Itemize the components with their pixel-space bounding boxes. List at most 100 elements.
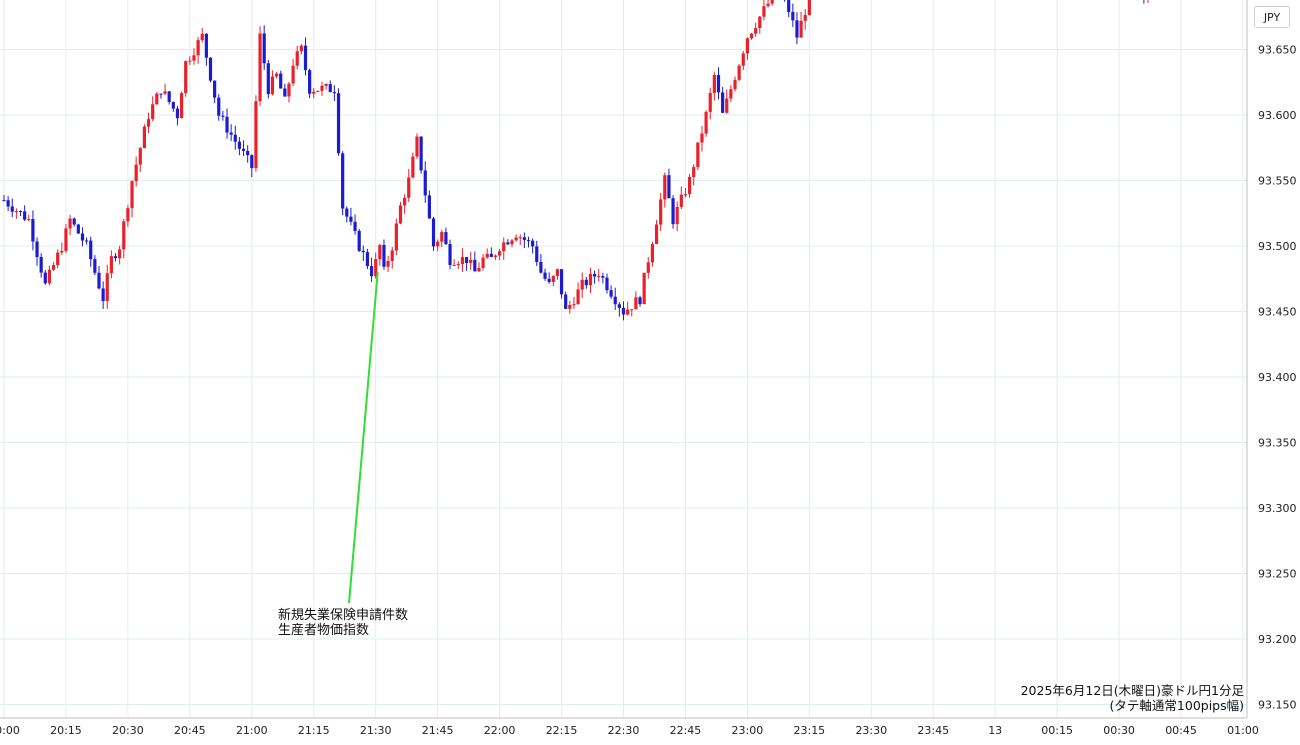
candle-body-down <box>39 257 43 273</box>
candle-body-down <box>605 277 609 291</box>
candle-body-down <box>609 290 613 297</box>
candle-body-down <box>617 304 621 308</box>
candle-body-up <box>270 76 275 95</box>
candle-body-down <box>233 134 237 142</box>
candle-body-up <box>708 92 712 112</box>
candle-body-down <box>35 241 39 258</box>
candle-body-down <box>241 148 246 151</box>
candle-body-up <box>469 259 473 264</box>
candle-body-down <box>225 116 229 133</box>
candle-body-up <box>295 51 299 66</box>
candle-body-down <box>23 211 27 220</box>
candle-body-down <box>621 307 626 315</box>
candle-body-up <box>642 272 646 305</box>
y-tick-label: 93.350 <box>1258 437 1297 450</box>
candle-body-up <box>196 40 200 56</box>
y-axis-ticks: 94.15094.10094.05094.00093.95093.90093.8… <box>1258 44 1297 712</box>
candle-body-down <box>279 73 283 89</box>
candle-body-down <box>266 63 270 95</box>
candle-body-down <box>464 257 469 264</box>
candle-body-up <box>287 83 291 97</box>
candle-body-up <box>588 273 593 286</box>
candle-body-down <box>721 92 725 113</box>
candle-body-down <box>787 0 791 12</box>
candle-body-up <box>118 249 122 259</box>
currency-badge[interactable]: JPY <box>1254 6 1290 28</box>
chart-title: 2025年6月12日(木曜日)豪ドル円1分足 <box>1021 683 1245 698</box>
candle-body-down <box>592 273 597 277</box>
candle-body-up <box>725 98 729 113</box>
candle-body-down <box>349 216 353 222</box>
candle-body-down <box>522 237 526 240</box>
candle-body-down <box>303 45 308 71</box>
candle-body-up <box>485 253 489 258</box>
candle-body-up <box>274 73 279 77</box>
candle-body-down <box>547 278 551 282</box>
candle-body-up <box>749 33 754 39</box>
candle-body-up <box>320 85 324 91</box>
candle-body-down <box>89 240 93 260</box>
candle-body-up <box>390 250 394 262</box>
annotation-line-2: 生産者物価指数 <box>278 622 369 638</box>
y-tick-label: 93.200 <box>1258 633 1297 646</box>
x-tick-label: 21:45 <box>422 724 454 737</box>
candle-body-up <box>456 263 460 265</box>
candle-body-up <box>659 199 663 225</box>
candle-body-down <box>539 261 543 273</box>
candle-body-down <box>6 200 10 207</box>
candle-body-up <box>460 257 465 264</box>
y-tick-label: 93.600 <box>1258 109 1297 122</box>
candle-body-up <box>436 241 440 247</box>
candle-body-up <box>679 194 683 207</box>
candle-body-up <box>692 167 696 177</box>
x-tick-label: 20:00 <box>0 724 20 737</box>
candle-body-up <box>411 156 415 178</box>
candle-body-down <box>213 80 217 98</box>
candle-body-down <box>357 230 361 251</box>
y-tick-label: 93.300 <box>1258 502 1297 515</box>
candle-body-up <box>683 194 688 196</box>
candle-body-down <box>43 272 47 284</box>
candle-body-down <box>526 239 531 241</box>
x-tick-label: 22:15 <box>546 724 578 737</box>
candle-body-up <box>184 61 188 94</box>
candle-body-down <box>204 33 208 58</box>
candle-body-up <box>415 136 419 157</box>
candle-body-down <box>159 93 163 95</box>
x-tick-label: 23:45 <box>917 724 949 737</box>
candle-body-down <box>365 252 370 267</box>
candle-body-down <box>246 150 250 156</box>
candle-body-up <box>712 74 716 93</box>
candle-body-up <box>179 93 184 119</box>
candle-body-down <box>250 155 254 169</box>
candle-body-down <box>535 246 539 262</box>
candle-body-up <box>142 126 147 149</box>
candle-body-down <box>345 208 349 217</box>
candle-body-up <box>493 255 498 257</box>
candle-body-down <box>93 259 97 273</box>
x-tick-label: 22:00 <box>484 724 516 737</box>
candle-body-down <box>444 232 448 245</box>
candle-body-up <box>27 219 31 221</box>
x-tick-label: 00:30 <box>1103 724 1135 737</box>
candle-body-down <box>262 33 266 64</box>
x-tick-label: 00:15 <box>1041 724 1073 737</box>
candle-body-up <box>580 279 584 290</box>
candle-body-down <box>382 244 386 267</box>
candle-body-up <box>770 0 774 4</box>
candle-body-down <box>283 88 287 97</box>
annotation-pointer-line <box>348 272 379 604</box>
candle-body-up <box>130 181 134 209</box>
candle-body-up <box>704 111 708 134</box>
candle-body-down <box>427 195 431 219</box>
candle-body-up <box>68 218 72 229</box>
candle-body-down <box>638 297 642 305</box>
candle-body-up <box>155 93 159 105</box>
candle-body-down <box>613 296 617 305</box>
chart-subtitle: (タテ軸通常100pips幅) <box>1110 698 1244 713</box>
candle-body-up <box>299 45 303 52</box>
candle-body-down <box>716 74 721 93</box>
candle-body-down <box>559 269 564 295</box>
candle-body-down <box>80 233 85 241</box>
